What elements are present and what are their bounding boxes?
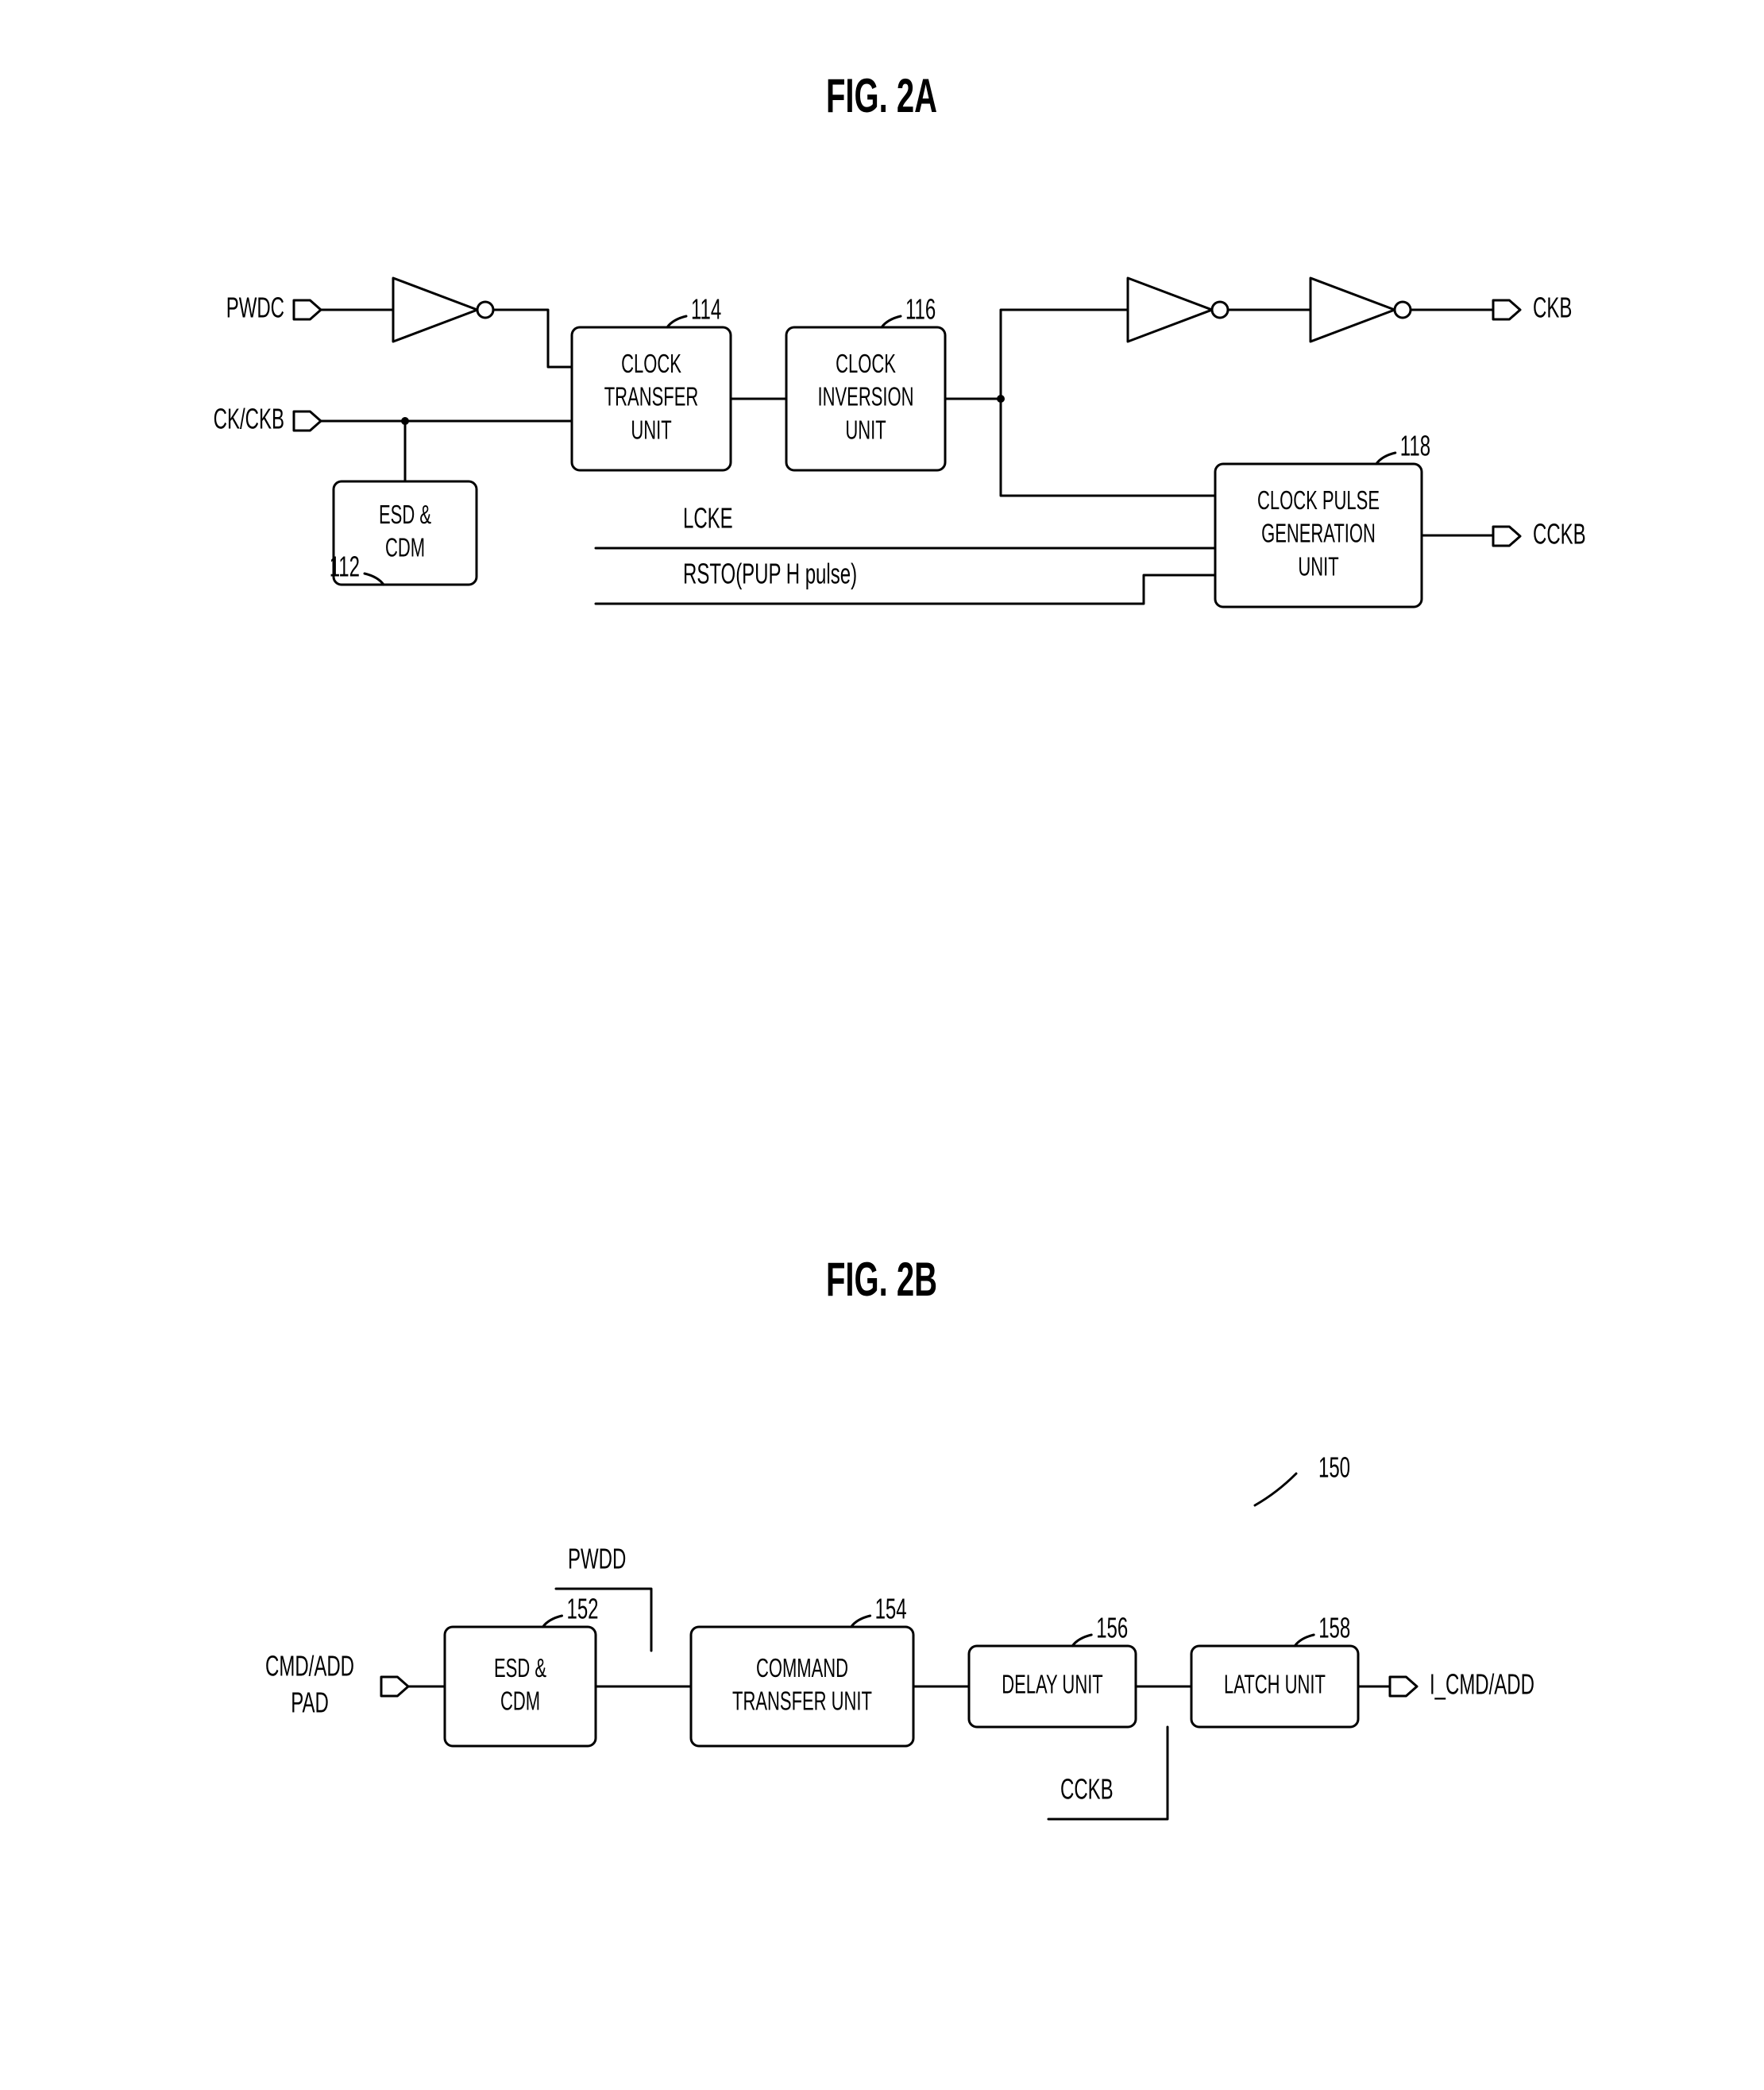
- label-cmd-add-pad: PAD: [291, 1687, 329, 1719]
- inverter-ckb-1-bubble: [1212, 302, 1228, 318]
- port-cckb: [1493, 527, 1520, 546]
- label-esd-cdm-b: CDM: [500, 1686, 540, 1715]
- ref-154-hook: [851, 1616, 870, 1627]
- port-i-cmd-add: [1390, 1677, 1417, 1696]
- label-clock-inversion: INVERSION: [818, 382, 914, 411]
- ref-158: 158: [1318, 1613, 1350, 1644]
- label-clock-inversion: CLOCK: [836, 349, 896, 377]
- label-clock-pulse-gen: CLOCK PULSE: [1257, 485, 1380, 514]
- ref-116-hook: [882, 316, 901, 327]
- label-clock-inversion: UNIT: [845, 415, 886, 444]
- label-command-transfer: COMMAND: [756, 1653, 848, 1682]
- ref-156: 156: [1096, 1613, 1128, 1644]
- ref-112: 112: [330, 551, 360, 583]
- label-delay: DELAY UNIT: [1002, 1670, 1103, 1698]
- port-ck: [294, 411, 321, 431]
- ref-118: 118: [1400, 431, 1430, 462]
- label-clock-pulse-gen: UNIT: [1298, 552, 1338, 581]
- ref-158-hook: [1295, 1635, 1314, 1646]
- label-cckb: CCKB: [1533, 519, 1586, 551]
- label-cmd-add-pad: CMD/ADD: [265, 1651, 354, 1682]
- label-clock-transfer: CLOCK: [621, 349, 681, 377]
- label-esd-cdm: ESD &: [379, 500, 431, 528]
- label-ck-ckb: CK/CKB: [214, 404, 284, 435]
- label-clock-pulse-gen: GENERATION: [1261, 519, 1376, 547]
- label-ckb: CKB: [1533, 292, 1572, 324]
- label-i-cmd-add: I_CMD/ADD: [1430, 1669, 1534, 1701]
- inverter-pwdc-bubble: [477, 302, 493, 318]
- inverter-ckb-1: [1128, 278, 1212, 342]
- label-pwdd: PWDD: [568, 1543, 626, 1575]
- port-ckb: [1493, 300, 1520, 319]
- ref-116: 116: [905, 294, 936, 326]
- wire-to-cpg: [1001, 399, 1215, 496]
- label-rsto: RSTO(PUP H pulse): [683, 558, 857, 590]
- port-pwdc: [294, 300, 321, 319]
- title-2b: FIG. 2B: [826, 1253, 937, 1306]
- label-latch: LATCH UNIT: [1224, 1670, 1326, 1698]
- ref-156-hook: [1072, 1635, 1091, 1646]
- label-clock-transfer: UNIT: [631, 415, 671, 444]
- label-lcke: LCKE: [683, 503, 733, 535]
- ref-154: 154: [875, 1594, 907, 1625]
- label-esd-cdm-b: ESD &: [494, 1653, 546, 1682]
- label-clock-transfer: TRANSFER: [604, 382, 699, 411]
- label-pwdc: PWDC: [226, 292, 284, 324]
- label-command-transfer: TRANSFER UNIT: [732, 1686, 872, 1715]
- ref-118-hook: [1376, 453, 1395, 464]
- inverter-pwdc: [393, 278, 477, 342]
- wire-inv-to-xfer: [493, 310, 572, 367]
- ref-152: 152: [567, 1594, 599, 1625]
- ref-152-hook: [543, 1616, 562, 1627]
- node-ck-tap: [401, 417, 409, 425]
- inverter-ckb-2-bubble: [1395, 302, 1411, 318]
- inverter-ckb-2: [1310, 278, 1395, 342]
- title-2a: FIG. 2A: [826, 69, 937, 122]
- ref-150-hook: [1255, 1474, 1296, 1505]
- ref-150: 150: [1318, 1452, 1350, 1484]
- ref-114: 114: [691, 294, 721, 326]
- port-cmd-add: [381, 1677, 408, 1696]
- ref-114-hook: [667, 316, 686, 327]
- label-cckb-b: CCKB: [1060, 1774, 1114, 1806]
- label-esd-cdm: CDM: [385, 533, 425, 562]
- wire-to-inv2: [1001, 310, 1128, 399]
